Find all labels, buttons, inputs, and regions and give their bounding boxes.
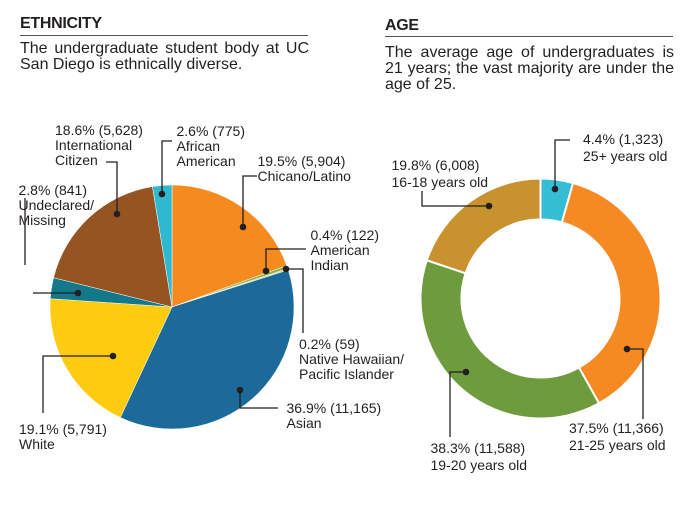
age-leaders xyxy=(421,139,644,437)
ethnicity-title-rule xyxy=(20,34,308,36)
ethnicity-pie xyxy=(49,184,295,430)
leader-dot-25-plus xyxy=(551,185,559,193)
age-subtitle-line: The average age of undergraduates is xyxy=(385,43,674,61)
leader-line-19-20 xyxy=(449,371,466,437)
leader-dot-19-20 xyxy=(462,368,470,376)
label-international-citizen: 18.6% (5,628) International Citizen xyxy=(55,121,143,168)
label-category: Indian xyxy=(310,257,349,274)
ethnicity-slice-international-citizen xyxy=(53,186,173,308)
ethnicity-subtitle-line: The undergraduate student body at UC xyxy=(20,40,309,58)
leader-line-american-indian xyxy=(265,248,306,271)
label-category: Native Hawaiian/ xyxy=(299,350,405,367)
label-category: 21-25 years old xyxy=(569,437,666,453)
label-white: 19.1% (5,791) White xyxy=(19,420,107,452)
leader-dot-16-18 xyxy=(485,202,493,210)
leader-line-asian xyxy=(239,390,278,409)
leader-dot-african-american xyxy=(158,190,166,198)
leader-line-pacific-islander xyxy=(286,268,304,333)
label-category: Missing xyxy=(18,211,66,228)
ethnicity-subtitle-line: San Diego is ethnically diverse. xyxy=(20,56,243,74)
label-category: American xyxy=(310,242,370,259)
leader-dot-american-indian xyxy=(262,267,270,275)
label-category: 19-20 years old xyxy=(430,457,528,473)
label-value: 19.5% (5,904) xyxy=(257,153,346,170)
age-subtitle-line: 21 years; the vast majority are under th… xyxy=(385,59,674,77)
label-asian: 36.9% (11,165) Asian xyxy=(287,401,382,431)
ethnicity-leaders xyxy=(24,140,306,413)
age-slice-21-25-years-old xyxy=(560,181,662,405)
label-category: African xyxy=(176,138,221,154)
label-category: Asian xyxy=(286,415,322,431)
leader-line-african-american xyxy=(161,140,172,194)
label-category: White xyxy=(19,435,55,452)
label-american-indian: 0.4% (122) American Indian xyxy=(311,228,379,273)
label-category: American xyxy=(176,153,236,169)
leader-line-21-25 xyxy=(627,348,644,419)
label-19-20-years: 38.3% (11,588) 19-20 years old xyxy=(431,440,528,474)
leader-dot-pacific-islander xyxy=(282,265,290,273)
leader-line-25-plus xyxy=(554,139,570,189)
label-pacific-islander: 0.2% (59) Native Hawaiian/ Pacific Islan… xyxy=(299,335,405,382)
label-category: 25+ years old xyxy=(583,147,668,164)
label-category: Pacific Islander xyxy=(299,365,394,382)
leader-line-chicano-latino xyxy=(242,175,257,227)
leader-dot-21-25 xyxy=(623,345,631,353)
leader-dot-chicano-latino xyxy=(239,223,247,231)
leader-dot-asian xyxy=(236,386,244,394)
ethnicity-subtitle: The undergraduate student body at UC San… xyxy=(20,41,309,73)
ethnicity-slice-asian xyxy=(120,269,295,430)
label-value: 19.1% (5,791) xyxy=(19,420,107,437)
label-category: Undeclared/ xyxy=(18,196,95,213)
leader-line-international-citizen xyxy=(106,161,118,214)
label-category: Chicano/Latino xyxy=(257,168,351,185)
label-value: 4.4% (1,323) xyxy=(583,130,664,147)
leader-dot-undeclared-missing xyxy=(74,289,82,297)
label-value: 2.8% (841) xyxy=(18,181,87,198)
leader-dot-international-citizen xyxy=(113,210,121,218)
label-25-plus-years: 4.4% (1,323) 25+ years old xyxy=(583,131,667,165)
label-21-25-years: 37.5% (11,366) 21-25 years old xyxy=(569,420,666,454)
age-donut xyxy=(419,177,662,420)
label-value: 2.6% (775) xyxy=(176,123,245,139)
label-value: 38.3% (11,588) xyxy=(430,440,526,456)
label-value: 18.6% (5,628) xyxy=(55,121,143,138)
label-african-american: 2.6% (775) African American xyxy=(177,124,245,169)
age-slice-16-18-years-old xyxy=(425,177,542,275)
label-16-18-years: 19.8% (6,008) 16-18 years old xyxy=(392,157,489,191)
label-category: 16-18 years old xyxy=(391,174,489,191)
age-title: AGE xyxy=(385,17,419,34)
leader-dot-white xyxy=(109,352,117,360)
label-value: 19.8% (6,008) xyxy=(391,157,480,174)
label-value: 37.5% (11,366) xyxy=(569,420,664,436)
label-value: 0.2% (59) xyxy=(299,335,360,352)
leader-line-white xyxy=(42,355,113,413)
age-subtitle-line: age of 25. xyxy=(385,75,457,93)
label-category: Citizen xyxy=(55,151,98,168)
age-title-rule xyxy=(385,36,673,37)
label-value: 36.9% (11,165) xyxy=(286,400,382,416)
label-category: International xyxy=(55,136,133,153)
leader-line-16-18 xyxy=(421,191,489,207)
label-chicano-latino: 19.5% (5,904) Chicano/Latino xyxy=(258,154,351,184)
age-subtitle: The average age of undergraduates is 21 … xyxy=(385,43,674,93)
label-undeclared-missing: 2.8% (841) Undeclared/ Missing xyxy=(18,181,95,228)
age-slice-19-20-years-old xyxy=(419,259,600,420)
ethnicity-slice-chicano-latino xyxy=(171,184,288,308)
label-value: 0.4% (122) xyxy=(310,227,379,244)
ethnicity-title: ETHNICITY xyxy=(20,15,102,33)
